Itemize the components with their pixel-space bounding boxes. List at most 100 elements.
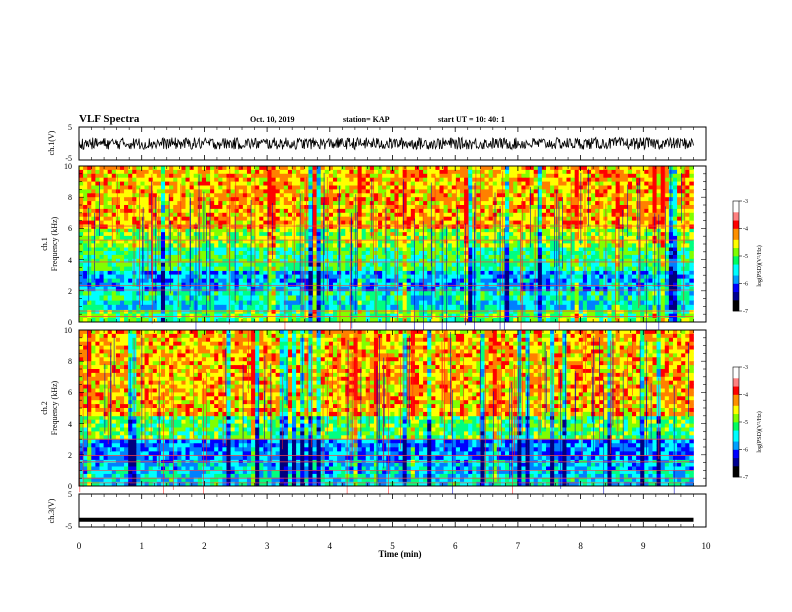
spectrogram-cell bbox=[533, 262, 539, 268]
spectrogram-cell bbox=[144, 169, 150, 175]
spectrogram-cell bbox=[222, 197, 227, 202]
spectrogram-cell bbox=[611, 235, 617, 241]
spectrogram-cell bbox=[521, 278, 526, 284]
spectrogram-cell bbox=[525, 239, 531, 244]
spectrogram-cell bbox=[185, 309, 191, 315]
spectrogram-cell bbox=[423, 282, 428, 288]
spectrogram-cell bbox=[586, 228, 592, 233]
spectrogram-cell bbox=[664, 309, 670, 315]
spectrogram-cell bbox=[414, 290, 420, 296]
spectrogram-cell bbox=[218, 290, 223, 296]
spectrogram-cell bbox=[173, 313, 178, 319]
spectrogram-cell bbox=[427, 266, 432, 271]
spectrogram-cell bbox=[218, 300, 223, 306]
spectrogram-cell bbox=[83, 201, 88, 206]
spectrogram-cell bbox=[312, 295, 317, 301]
spectrogram-cell bbox=[619, 262, 625, 268]
spectrogram-cell bbox=[664, 282, 670, 288]
spectrogram-cell bbox=[578, 286, 584, 292]
spectrogram-cell bbox=[144, 258, 150, 264]
spectrogram-cell bbox=[300, 177, 305, 182]
spectrogram-cell bbox=[173, 286, 178, 292]
spectrogram-cell bbox=[132, 235, 137, 241]
spectrogram-cell bbox=[279, 197, 285, 202]
spectrogram-cell bbox=[222, 193, 227, 198]
spectrogram-cell bbox=[525, 317, 531, 323]
spectrogram-cell bbox=[672, 282, 678, 288]
spectrogram-cell bbox=[615, 228, 621, 233]
spectrogram-cell bbox=[300, 274, 305, 280]
spectrogram-cell bbox=[468, 181, 473, 186]
spectrogram-cell bbox=[423, 181, 428, 186]
spectrogram-cell bbox=[205, 232, 211, 237]
spectrogram-cell bbox=[201, 181, 207, 186]
spectrogram-cell bbox=[328, 258, 334, 264]
spectrogram-cell bbox=[509, 201, 514, 206]
spectrogram-cell bbox=[476, 304, 481, 310]
spectrogram-cell bbox=[91, 173, 96, 179]
spectrogram-cell bbox=[406, 278, 412, 284]
spectrogram-cell bbox=[672, 251, 678, 256]
spectrogram-cell bbox=[177, 189, 182, 194]
spectrogram-cell bbox=[632, 262, 637, 268]
spectrogram-cell bbox=[423, 270, 428, 275]
spectrogram-cell bbox=[586, 232, 592, 237]
spectrogram-cell bbox=[586, 189, 592, 194]
spectrogram-cell bbox=[439, 239, 444, 244]
spectrogram-cell bbox=[369, 286, 375, 292]
spectrogram-cell bbox=[410, 197, 416, 202]
spectrogram-cell bbox=[95, 173, 100, 179]
spectrogram-cell bbox=[431, 193, 436, 198]
spectrogram-cell bbox=[148, 317, 154, 323]
spectrogram-cell bbox=[119, 205, 125, 210]
spectrogram-cell bbox=[263, 193, 268, 198]
spectrogram-cell bbox=[623, 258, 629, 264]
spectrogram-cell bbox=[332, 254, 338, 260]
spectrogram-cell bbox=[607, 282, 612, 288]
spectrogram-cell bbox=[505, 317, 510, 323]
spectrogram-cell bbox=[312, 235, 317, 241]
spectrogram-cell bbox=[529, 286, 535, 292]
spectrogram-cell bbox=[562, 282, 567, 288]
spectrogram-cell bbox=[521, 270, 526, 275]
spectrogram-cell bbox=[476, 173, 481, 179]
spectrogram-cell bbox=[406, 295, 412, 301]
spectrogram-cell bbox=[328, 235, 334, 241]
spectrogram-cell bbox=[169, 266, 174, 271]
spectrogram-cell bbox=[279, 232, 285, 237]
spectrogram-cell bbox=[361, 274, 367, 280]
spectrogram-cell bbox=[181, 181, 186, 186]
spectrogram-cell bbox=[160, 235, 166, 241]
spectrogram-cell bbox=[169, 254, 174, 260]
spectrogram-cell bbox=[275, 181, 281, 186]
spectrogram-cell bbox=[210, 247, 215, 252]
spectrogram-cell bbox=[165, 304, 170, 310]
spectrogram-cell bbox=[636, 317, 641, 323]
spectrogram-cell bbox=[267, 309, 272, 315]
spectrogram-cell bbox=[402, 274, 408, 280]
spectrogram-cell bbox=[251, 197, 256, 202]
spectrogram-cell bbox=[160, 309, 166, 315]
spectrogram-cell bbox=[410, 169, 416, 175]
spectrogram-cell bbox=[468, 169, 473, 175]
spectrogram-cell bbox=[464, 309, 469, 315]
spectrogram-cell bbox=[386, 300, 391, 306]
spectrogram-cell bbox=[545, 235, 551, 241]
spectrogram-cell bbox=[160, 189, 166, 194]
spectrogram-cell bbox=[365, 235, 371, 241]
spectrogram-cell bbox=[144, 239, 150, 244]
spectrogram-cell bbox=[226, 258, 231, 264]
spectrogram-cell bbox=[484, 300, 490, 306]
spectrogram-cell bbox=[251, 258, 256, 264]
spectrogram-cell bbox=[410, 173, 416, 179]
spectrogram-cell bbox=[263, 251, 268, 256]
spectrogram-cell bbox=[255, 228, 260, 233]
spectrogram-cell bbox=[500, 201, 506, 206]
spectrogram-cell bbox=[128, 185, 133, 190]
spectrogram-cell bbox=[484, 282, 490, 288]
spectrogram-cell bbox=[185, 274, 191, 280]
spectrogram-cell bbox=[160, 181, 166, 186]
spectrogram-cell bbox=[496, 309, 502, 315]
spectrogram-cell bbox=[173, 270, 178, 275]
spectrogram-cell bbox=[599, 274, 604, 280]
